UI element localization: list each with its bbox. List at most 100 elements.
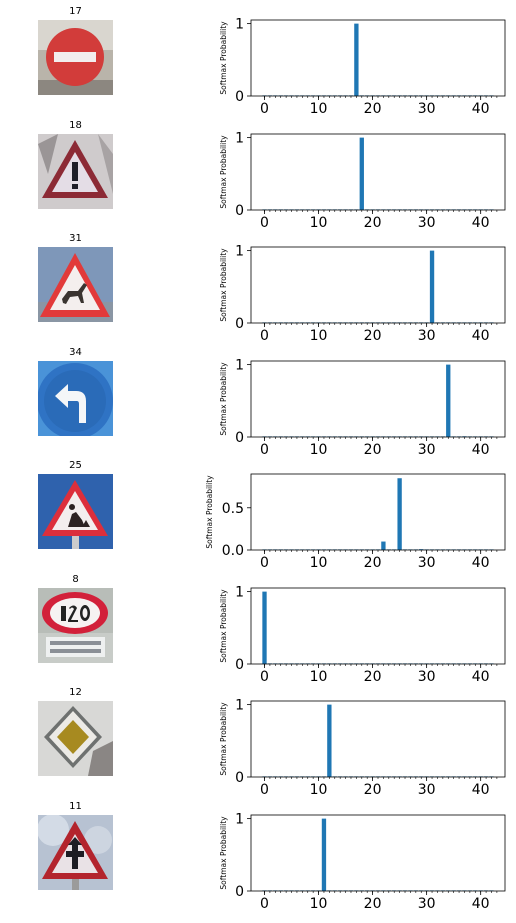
x-tick-label: 20 (364, 442, 382, 458)
bar (419, 549, 424, 550)
y-tick-label: 0 (235, 770, 244, 786)
x-tick-label: 10 (310, 442, 328, 458)
bar (446, 364, 451, 437)
x-tick-label: 30 (418, 669, 436, 685)
x-tick-label: 30 (418, 896, 436, 912)
y-tick-label: 0 (235, 316, 244, 332)
softmax-chart: 0 10 20 30 40 0 1 Softmax Probability (219, 17, 506, 117)
x-tick-label: 0 (260, 215, 269, 231)
x-tick-label: 40 (472, 442, 490, 458)
sign-class-label: 25 (69, 460, 82, 471)
y-axis-label: Softmax Probability (219, 21, 228, 95)
bar (321, 818, 327, 891)
softmax-chart: 0 10 20 30 40 0 1 Softmax Probability (219, 698, 506, 798)
prediction-row: 31 0 10 20 30 40 0 1 Softmax Probability (0, 227, 516, 344)
axes-frame (250, 19, 506, 97)
axes-frame (250, 360, 506, 438)
prediction-row: 8 0 10 20 30 40 0 1 Softmax Probability (0, 568, 516, 685)
x-tick-label: 30 (418, 555, 436, 571)
x-tick-label: 0 (260, 328, 269, 344)
y-axis-label: Softmax Probability (219, 589, 228, 663)
x-tick-label: 20 (364, 101, 382, 117)
x-tick-label: 30 (418, 782, 436, 798)
axes-frame (250, 246, 506, 324)
y-tick-label: 1 (235, 812, 244, 828)
x-tick-label: 20 (364, 782, 382, 798)
x-tick-label: 40 (472, 328, 490, 344)
x-tick-label: 20 (364, 215, 382, 231)
sign-class-label: 8 (72, 574, 79, 585)
softmax-chart: 0 10 20 30 40 0 1 Softmax Probability (219, 812, 506, 912)
axes-frame (250, 814, 506, 892)
bar (429, 250, 435, 323)
x-tick-label: 10 (310, 215, 328, 231)
x-tick-label: 10 (310, 669, 328, 685)
softmax-chart: 0 10 20 30 40 0 1 Softmax Probability (219, 131, 506, 231)
y-tick-label: 0.0 (222, 543, 244, 559)
x-tick-label: 40 (472, 896, 490, 912)
sign-image-general-caution (38, 134, 113, 209)
sign-image-turn-left-ahead (38, 361, 113, 436)
x-tick-label: 40 (472, 782, 490, 798)
prediction-row: 25 0 10 20 30 40 0.0 0.5 Softmax Probability (0, 454, 516, 571)
prediction-row: 34 0 10 20 30 40 0 1 Softmax Probability (0, 341, 516, 458)
bar (397, 478, 402, 550)
x-tick-label: 30 (418, 442, 436, 458)
y-tick-label: 1 (235, 358, 244, 374)
y-tick-label: 1 (235, 244, 244, 260)
y-axis-label: Softmax Probability (219, 362, 228, 436)
softmax-chart: 0 10 20 30 40 0 1 Softmax Probability (219, 244, 506, 344)
y-axis-label: Softmax Probability (219, 248, 228, 322)
prediction-row: 12 0 10 20 30 40 0 1 Softmax Probability (0, 681, 516, 798)
softmax-chart: 0 10 20 30 40 0 1 Softmax Probability (219, 358, 506, 458)
x-tick-label: 10 (310, 555, 328, 571)
y-tick-label: 0.5 (222, 501, 244, 517)
sign-class-label: 17 (69, 6, 82, 17)
x-tick-label: 40 (472, 555, 490, 571)
y-tick-label: 1 (235, 17, 244, 33)
softmax-chart: 0 10 20 30 40 0 1 Softmax Probability (219, 585, 506, 685)
x-tick-label: 40 (472, 215, 490, 231)
x-tick-label: 0 (260, 442, 269, 458)
sign-class-label: 12 (69, 687, 82, 698)
sign-class-label: 34 (69, 347, 82, 358)
y-axis-label: Softmax Probability (219, 816, 228, 890)
y-tick-label: 0 (235, 89, 244, 105)
axes-frame (250, 587, 506, 665)
x-tick-label: 30 (418, 328, 436, 344)
x-tick-label: 0 (260, 555, 269, 571)
x-tick-label: 20 (364, 669, 382, 685)
x-tick-label: 20 (364, 896, 382, 912)
sign-image-no-entry (38, 20, 113, 95)
bar (262, 591, 267, 664)
x-tick-label: 30 (418, 215, 436, 231)
prediction-row: 11 0 10 20 30 40 0 1 Softmax Probability (0, 795, 516, 912)
x-tick-label: 10 (310, 896, 328, 912)
x-tick-label: 10 (310, 328, 328, 344)
prediction-row: 18 0 10 20 30 40 0 1 Softmax Probability (0, 114, 516, 231)
y-tick-label: 1 (235, 131, 244, 147)
y-tick-label: 0 (235, 884, 244, 900)
x-tick-label: 0 (260, 101, 269, 117)
y-tick-label: 0 (235, 657, 244, 673)
y-axis-label: Softmax Probability (205, 475, 214, 549)
bar (354, 23, 359, 96)
x-tick-label: 0 (260, 896, 269, 912)
x-tick-label: 40 (472, 669, 490, 685)
sign-class-label: 18 (69, 120, 82, 131)
axes-frame (250, 133, 506, 211)
sign-image-road-work (38, 474, 113, 549)
y-tick-label: 0 (235, 203, 244, 219)
x-tick-label: 0 (260, 782, 269, 798)
softmax-chart: 0 10 20 30 40 0.0 0.5 Softmax Probability (205, 473, 506, 571)
sign-image-speed-limit-120 (38, 588, 113, 663)
sign-image-right-of-way-at-next-intersection (38, 815, 113, 890)
y-axis-label: Softmax Probability (219, 135, 228, 209)
bar (359, 137, 364, 210)
y-tick-label: 0 (235, 430, 244, 446)
prediction-row: 17 0 10 20 30 40 0 1 Softmax Probability (0, 0, 516, 117)
sign-class-label: 31 (69, 233, 82, 244)
x-tick-label: 10 (310, 101, 328, 117)
sign-class-label: 11 (69, 801, 82, 812)
x-tick-label: 10 (310, 782, 328, 798)
